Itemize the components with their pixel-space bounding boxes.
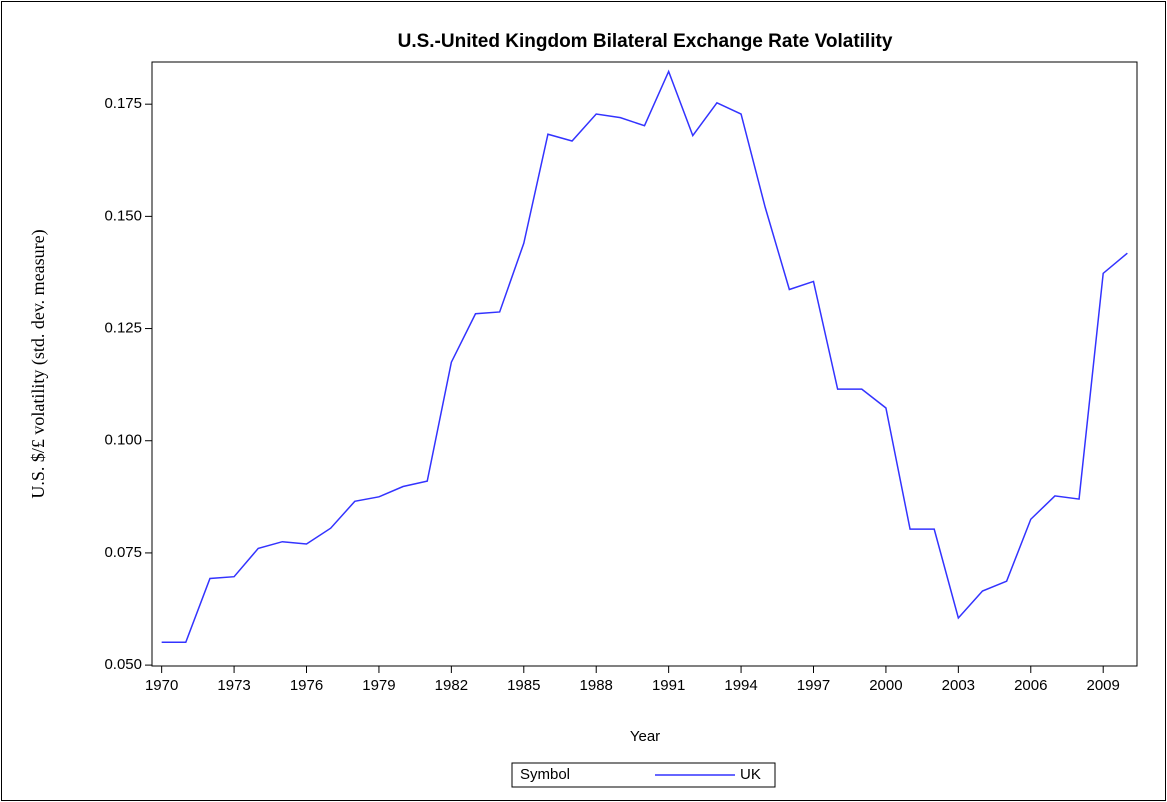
x-tick-label: 2006 [1014, 677, 1047, 694]
y-tick-label: 0.050 [104, 656, 142, 673]
y-axis-label: U.S. $/£ volatility (std. dev. measure) [28, 229, 49, 498]
x-tick-label: 1985 [507, 677, 540, 694]
x-tick-label: 1994 [724, 677, 757, 694]
x-tick-label: 1973 [217, 677, 250, 694]
legend-title: Symbol [520, 766, 570, 783]
y-tick-label: 0.150 [104, 207, 142, 224]
x-axis-label: Year [630, 728, 660, 745]
x-tick-label: 1991 [652, 677, 685, 694]
x-tick-label: 2003 [942, 677, 975, 694]
x-tick-label: 2000 [869, 677, 902, 694]
x-tick-label: 2009 [1087, 677, 1120, 694]
plot-area [151, 61, 1138, 667]
y-tick-label: 0.125 [104, 320, 142, 337]
legend-label: UK [740, 766, 761, 783]
x-tick-label: 1997 [797, 677, 830, 694]
y-tick-label: 0.175 [104, 95, 142, 112]
x-tick-label: 1982 [435, 677, 468, 694]
series-line [161, 69, 1128, 643]
x-tick-label: 1970 [145, 677, 178, 694]
y-tick-label: 0.075 [104, 544, 142, 561]
legend-box [511, 762, 776, 788]
x-tick-label: 1979 [362, 677, 395, 694]
y-tick-label: 0.100 [104, 432, 142, 449]
chart-title: U.S.-United Kingdom Bilateral Exchange R… [398, 31, 893, 52]
x-tick-label: 1976 [290, 677, 323, 694]
x-tick-label: 1988 [580, 677, 613, 694]
